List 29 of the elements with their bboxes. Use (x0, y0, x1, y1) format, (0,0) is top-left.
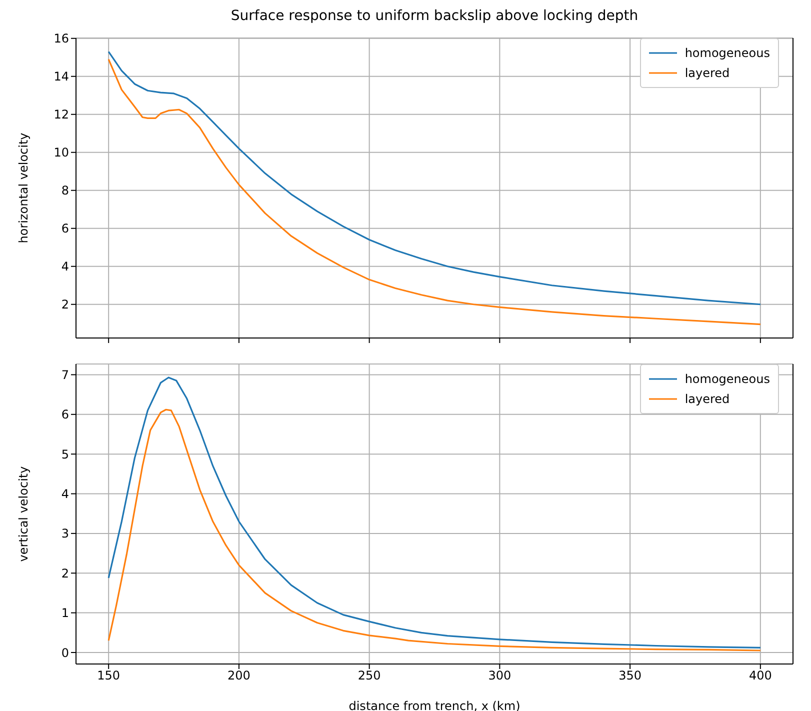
x-tick-label: 250 (358, 668, 381, 683)
x-tick-label: 150 (97, 668, 120, 683)
legend-label: homogeneous (684, 46, 770, 60)
y-tick-label: 16 (54, 32, 69, 46)
y-tick-label: 4 (61, 487, 69, 502)
legend-label: homogeneous (684, 372, 770, 386)
x-tick-label: 350 (618, 668, 642, 683)
legend-label: layered (684, 66, 730, 80)
legend-label: layered (684, 392, 730, 406)
y-tick-label: 12 (54, 108, 69, 122)
y-tick-label: 5 (61, 447, 69, 462)
x-tick-label: 300 (488, 668, 512, 683)
x-tick-label: 400 (748, 668, 772, 683)
y-tick-label: 0 (61, 646, 69, 660)
y-axis-title: vertical velocity (16, 466, 30, 562)
chart-title: Surface response to uniform backslip above locking depth (230, 8, 640, 26)
y-tick-label: 6 (61, 222, 69, 236)
y-tick-label: 14 (54, 70, 69, 84)
y-tick-label: 6 (61, 408, 69, 422)
y-tick-label: 1 (61, 606, 69, 620)
y-tick-label: 2 (61, 298, 69, 312)
y-axis-title: horizontal velocity (16, 132, 30, 244)
y-tick-label: 2 (61, 566, 69, 580)
x-tick-label: 200 (228, 668, 250, 683)
y-tick-label: 8 (61, 184, 69, 198)
y-tick-label: 4 (61, 260, 69, 274)
y-tick-label: 7 (61, 368, 69, 382)
y-tick-label: 3 (61, 526, 69, 541)
y-tick-label: 10 (54, 146, 69, 160)
